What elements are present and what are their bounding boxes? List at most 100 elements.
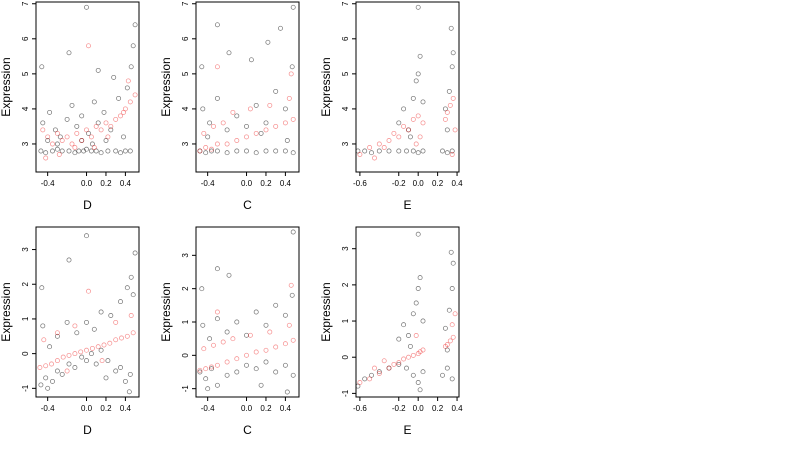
y-tick-label: 0 — [341, 354, 350, 359]
data-point-black — [413, 78, 419, 84]
data-point-black — [446, 88, 452, 94]
data-point-black — [444, 150, 450, 156]
data-point-red — [220, 339, 226, 345]
y-tick-label: 7 — [341, 1, 350, 6]
data-point-black — [122, 148, 128, 154]
data-point-red — [64, 134, 70, 140]
data-point-black — [415, 286, 421, 291]
data-point-red — [386, 138, 392, 143]
y-tick-label: 1 — [181, 319, 190, 324]
data-point-black — [43, 375, 49, 381]
data-point-black — [79, 113, 85, 119]
data-point-red — [273, 344, 279, 350]
data-point-black — [203, 376, 209, 382]
data-point-black — [440, 372, 445, 378]
data-point-black — [263, 148, 269, 154]
data-point-red — [447, 102, 453, 108]
data-point-black — [98, 309, 104, 315]
data-point-black — [98, 347, 104, 353]
data-point-red — [401, 356, 407, 362]
data-point-black — [64, 116, 70, 122]
data-point-red — [211, 342, 216, 348]
data-point-red — [201, 346, 207, 352]
y-tick-label: 3 — [181, 253, 190, 258]
data-point-black — [284, 389, 290, 395]
data-point-red — [95, 344, 101, 350]
x-tick-label: 0.0 — [241, 404, 253, 413]
data-point-black — [396, 120, 402, 126]
scatter-panel-1: -0.4 0.0 0.2 0.4 3 4 5 6 7 D Expression — [0, 1, 140, 212]
data-point-red — [91, 145, 97, 150]
data-point-red — [234, 138, 240, 143]
data-point-red — [406, 354, 411, 360]
data-point-black — [234, 369, 240, 375]
y-tick-label: 7 — [21, 1, 30, 6]
data-point-red — [253, 349, 259, 355]
y-axis-title: Expression — [159, 57, 173, 116]
data-point-red — [43, 155, 49, 161]
x-tick-label: 0.0 — [81, 179, 93, 188]
data-point-black — [54, 146, 60, 152]
data-point-black — [417, 275, 423, 281]
data-point-red — [452, 311, 458, 317]
data-point-black — [273, 302, 279, 308]
data-point-black — [124, 85, 130, 91]
data-point-black — [72, 365, 78, 370]
data-point-black — [72, 150, 78, 156]
data-point-black — [50, 378, 55, 384]
data-point-red — [54, 130, 60, 136]
data-point-black — [121, 134, 126, 140]
data-point-black — [132, 250, 138, 256]
data-point-red — [288, 71, 294, 77]
data-point-black — [197, 148, 203, 154]
data-point-black — [273, 148, 279, 154]
data-point-red — [203, 366, 209, 372]
data-point-black — [244, 123, 249, 129]
data-point-black — [224, 372, 230, 378]
data-point-red — [244, 134, 249, 140]
data-point-red — [282, 120, 288, 126]
data-point-red — [86, 43, 91, 49]
data-point-black — [209, 366, 214, 372]
data-point-black — [214, 316, 220, 322]
data-point-black — [253, 366, 259, 372]
data-point-black — [282, 362, 288, 368]
data-point-black — [130, 43, 136, 49]
data-point-black — [116, 95, 122, 101]
data-point-red — [41, 337, 47, 343]
data-point-red — [103, 120, 109, 126]
data-point-red — [282, 341, 288, 347]
data-point-red — [267, 102, 273, 108]
data-point-black — [420, 148, 426, 154]
data-point-red — [93, 123, 99, 129]
data-point-red — [230, 336, 236, 342]
x-axis-title: C — [243, 423, 252, 437]
data-point-red — [130, 330, 136, 336]
data-point-red — [413, 141, 419, 147]
y-tick-label: 2 — [341, 282, 350, 287]
data-point-black — [420, 318, 426, 324]
data-point-red — [113, 319, 119, 325]
data-point-red — [214, 141, 220, 147]
data-point-black — [407, 343, 413, 349]
y-tick-label: 4 — [181, 106, 190, 111]
data-point-black — [113, 148, 119, 154]
data-point-black — [290, 229, 296, 235]
data-point-black — [407, 134, 413, 140]
data-point-black — [244, 332, 249, 338]
y-tick-label: 2 — [181, 286, 190, 291]
data-point-red — [88, 134, 94, 140]
data-point-black — [449, 64, 455, 70]
data-point-red — [37, 365, 43, 370]
data-point-black — [263, 120, 269, 126]
x-tick-label: -0.4 — [201, 179, 215, 188]
x-tick-label: 0.4 — [451, 404, 463, 413]
data-point-red — [72, 145, 78, 150]
data-point-black — [449, 376, 455, 382]
data-point-black — [47, 109, 53, 115]
data-point-black — [88, 148, 94, 154]
data-point-black — [91, 99, 97, 105]
data-point-black — [130, 292, 136, 298]
data-point-black — [404, 148, 409, 154]
data-point-red — [413, 333, 419, 338]
